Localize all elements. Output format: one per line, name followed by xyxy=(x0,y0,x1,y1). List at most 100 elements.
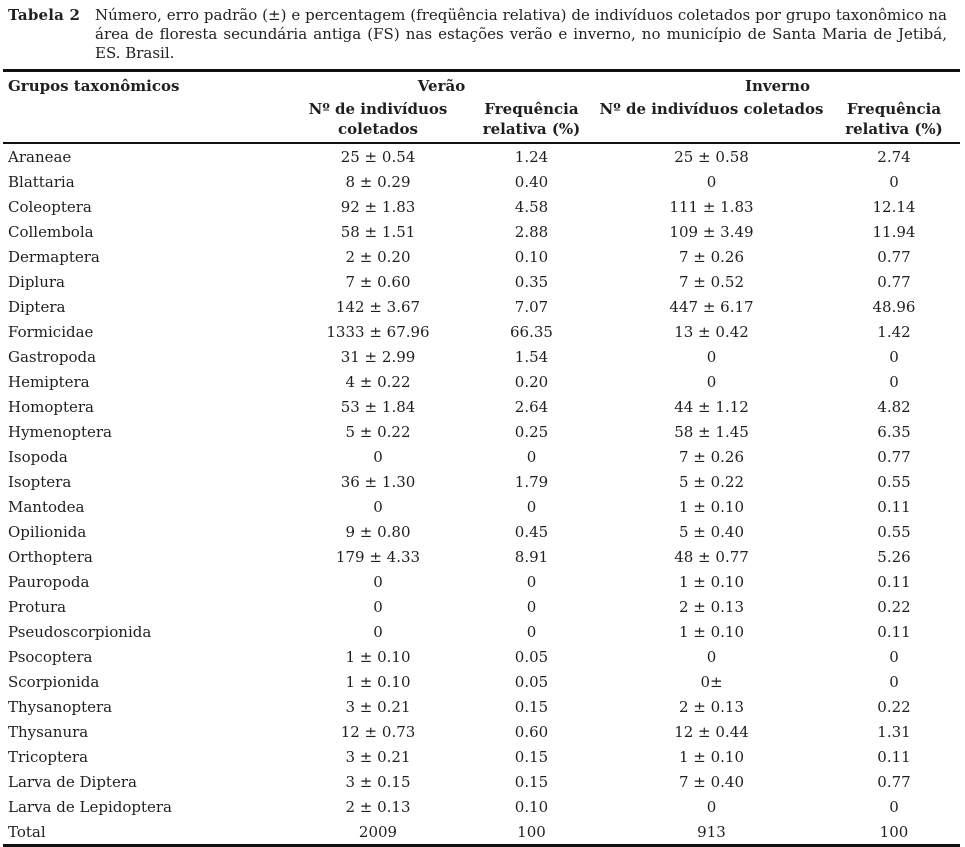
value-cell: 6.35 xyxy=(877,422,911,441)
value-cell: 58 ± 1.45 xyxy=(674,422,749,441)
value-cell: 109 ± 3.49 xyxy=(669,222,754,241)
value-cell: 0.40 xyxy=(514,172,549,191)
table-row: Formicidae 1333 ± 67.96 66.35 13 ± 0.42 1.42 xyxy=(3,319,960,344)
caption-text: Número, erro padrão (±) e percentagem (f… xyxy=(95,6,947,62)
value-cell: 0 xyxy=(526,622,537,641)
value-cell: 2 ± 0.13 xyxy=(678,597,745,616)
value-cell: 0.15 xyxy=(514,772,549,791)
value-cell: 0.77 xyxy=(877,772,911,791)
group-name-cell: Coleoptera xyxy=(8,197,92,216)
value-cell: 3 ± 0.15 xyxy=(345,772,411,791)
value-cell: 2 ± 0.20 xyxy=(345,247,411,266)
table-row: Opilionida 9 ± 0.80 0.45 5 ± 0.40 0.55 xyxy=(3,519,960,544)
value-cell: 0 xyxy=(706,372,717,391)
caption-label: Tabela 2 xyxy=(8,6,81,24)
value-cell: 0 xyxy=(526,497,537,516)
value-cell: 4.82 xyxy=(877,397,911,416)
season-header-inverno: Inverno xyxy=(745,77,810,95)
value-cell: 1.54 xyxy=(514,347,549,366)
group-name-cell: Hymenoptera xyxy=(8,422,112,441)
table-header: Grupos taxonômicos Verão Inverno Nº de i… xyxy=(3,71,960,143)
value-cell: 5 ± 0.22 xyxy=(345,422,411,441)
value-cell: 111 ± 1.83 xyxy=(669,197,754,216)
value-cell: 0 xyxy=(706,172,717,191)
value-cell: 179 ± 4.33 xyxy=(335,547,421,566)
value-cell: 7 ± 0.26 xyxy=(678,247,745,266)
value-cell: 5 ± 0.40 xyxy=(678,522,745,541)
table-row: Protura 0 0 2 ± 0.13 0.22 xyxy=(3,594,960,619)
group-name-cell: Pauropoda xyxy=(8,572,90,591)
value-cell: 25 ± 0.54 xyxy=(340,147,416,166)
value-cell: 7.07 xyxy=(514,297,549,316)
value-cell: 2.74 xyxy=(877,147,911,166)
value-cell: 5.26 xyxy=(877,547,911,566)
value-cell: 1333 ± 67.96 xyxy=(326,322,430,341)
table-row: Dermaptera 2 ± 0.20 0.10 7 ± 0.26 0.77 xyxy=(3,244,960,269)
value-cell: 0.11 xyxy=(877,747,911,766)
value-cell: 0.35 xyxy=(514,272,549,291)
value-cell: 0.22 xyxy=(877,697,911,716)
value-cell: 92 ± 1.83 xyxy=(340,197,416,216)
value-cell: 0.20 xyxy=(514,372,549,391)
value-cell: 2.64 xyxy=(514,397,549,416)
table-row: Tricoptera 3 ± 0.21 0.15 1 ± 0.10 0.11 xyxy=(3,744,960,769)
group-name-cell: Total xyxy=(8,822,46,841)
table-row: Hemiptera 4 ± 0.22 0.20 0 0 xyxy=(3,369,960,394)
value-cell: 447 ± 6.17 xyxy=(669,297,754,316)
value-cell: 0 xyxy=(373,572,383,591)
table-row: Isoptera 36 ± 1.30 1.79 5 ± 0.22 0.55 xyxy=(3,469,960,494)
table-row: Orthoptera 179 ± 4.33 8.91 48 ± 0.77 5.26 xyxy=(3,544,960,569)
group-name-cell: Formicidae xyxy=(8,322,94,341)
table-row: Mantodea 0 0 1 ± 0.10 0.11 xyxy=(3,494,960,519)
value-cell: 100 xyxy=(879,822,909,841)
value-cell: 2009 xyxy=(358,822,398,841)
group-name-cell: Opilionida xyxy=(8,522,87,541)
subheader-verao-frequencia: Frequência relativa (%) xyxy=(482,100,581,138)
value-cell: 25 ± 0.58 xyxy=(674,147,749,166)
table-row: Collembola 58 ± 1.51 2.88 109 ± 3.49 11.94 xyxy=(3,219,960,244)
group-name-cell: Larva de Lepidoptera xyxy=(8,797,172,816)
table-row: Gastropoda 31 ± 2.99 1.54 0 0 xyxy=(3,344,960,369)
value-cell: 0.11 xyxy=(877,497,911,516)
value-cell: 4 ± 0.22 xyxy=(345,372,411,391)
value-cell: 913 xyxy=(697,822,726,841)
value-cell: 0 xyxy=(889,372,899,391)
table-caption: Tabela 2 Número, erro padrão (±) e perce… xyxy=(0,0,965,63)
value-cell: 4.58 xyxy=(514,197,549,216)
value-cell: 3 ± 0.21 xyxy=(345,747,411,766)
table-row: Diplura 7 ± 0.60 0.35 7 ± 0.52 0.77 xyxy=(3,269,960,294)
value-cell: 12 ± 0.44 xyxy=(674,722,749,741)
table-body: Araneae 25 ± 0.54 1.24 25 ± 0.58 2.74 Blattar… xyxy=(3,143,960,846)
value-cell: 0 xyxy=(889,672,899,691)
value-cell: 1 ± 0.10 xyxy=(678,497,745,516)
value-cell: 8 ± 0.29 xyxy=(345,172,411,191)
group-name-cell: Araneae xyxy=(8,147,72,166)
value-cell: 2 ± 0.13 xyxy=(345,797,411,816)
value-cell: 0 xyxy=(373,597,383,616)
group-name-cell: Tricoptera xyxy=(8,747,89,766)
table-row: Coleoptera 92 ± 1.83 4.58 111 ± 1.83 12.14 xyxy=(3,194,960,219)
value-cell: 66.35 xyxy=(510,322,553,341)
value-cell: 44 ± 1.12 xyxy=(674,397,749,416)
subheader-inverno-individuos: Nº de indivíduos coletados xyxy=(599,100,824,118)
value-cell: 1 ± 0.10 xyxy=(345,672,411,691)
value-cell: 31 ± 2.99 xyxy=(340,347,416,366)
value-cell: 58 ± 1.51 xyxy=(340,222,416,241)
value-cell: 0.11 xyxy=(877,622,911,641)
value-cell: 11.94 xyxy=(872,222,916,241)
value-cell: 1.42 xyxy=(877,322,911,341)
group-name-cell: Pseudoscorpionida xyxy=(8,622,152,641)
group-name-cell: Mantodea xyxy=(8,497,85,516)
table-row: Thysanura 12 ± 0.73 0.60 12 ± 0.44 1.31 xyxy=(3,719,960,744)
subheader-inverno-frequencia: Frequência relativa (%) xyxy=(845,100,943,138)
value-cell: 0.22 xyxy=(877,597,911,616)
column-header-groups: Grupos taxonômicos xyxy=(8,77,180,95)
total-row: Total 2009 100 913 100 xyxy=(3,819,960,846)
value-cell: 0.77 xyxy=(877,447,911,466)
group-name-cell: Dermaptera xyxy=(8,247,100,266)
value-cell: 0.45 xyxy=(514,522,549,541)
value-cell: 0.10 xyxy=(514,247,549,266)
value-cell: 0.11 xyxy=(877,572,911,591)
value-cell: 0.77 xyxy=(877,272,911,291)
